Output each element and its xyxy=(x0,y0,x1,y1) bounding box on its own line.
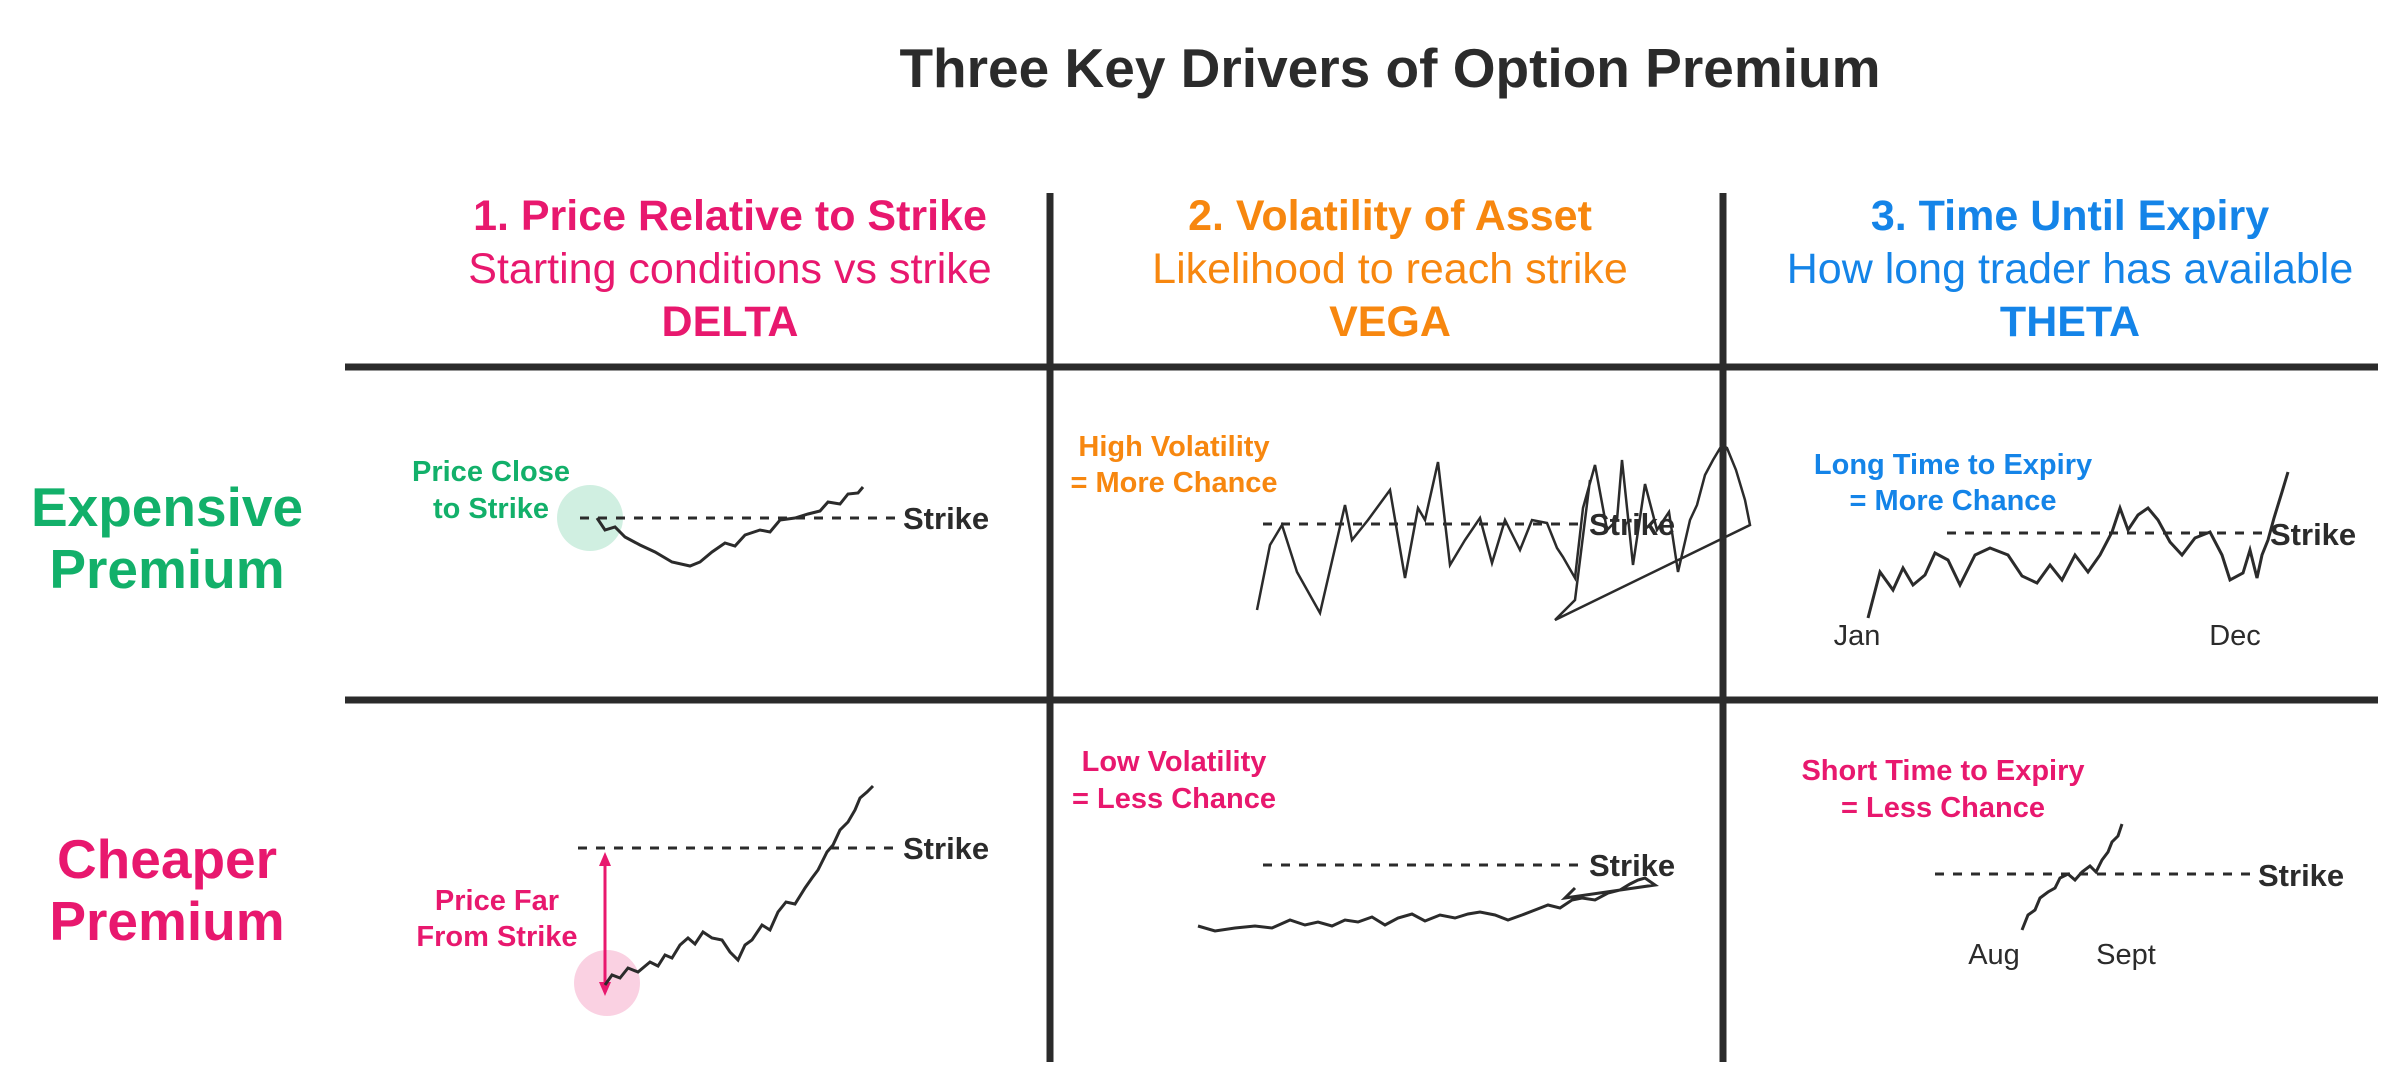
column-subtitle: How long trader has available xyxy=(1786,245,2354,293)
annotation-line: Price Close xyxy=(412,456,570,488)
column-title: 1. Price Relative to Strike xyxy=(473,192,987,240)
page-title: Three Key Drivers of Option Premium xyxy=(899,37,1881,99)
price-line xyxy=(1197,876,1659,933)
strike-label: Strike xyxy=(903,501,989,536)
arrow-head-up xyxy=(599,852,611,866)
cell-vega-cheaper: Low Volatility = Less Chance Strike xyxy=(1072,746,1675,933)
time-start-label: Jan xyxy=(1834,620,1881,652)
row-label-expensive: Expensive Premium xyxy=(12,476,322,600)
annotation-line: Short Time to Expiry xyxy=(1801,755,2084,787)
column-title: 3. Time Until Expiry xyxy=(1870,192,2270,240)
cell-theta-cheaper: Short Time to Expiry = Less Chance Strik… xyxy=(1801,755,2344,971)
annotation-line: to Strike xyxy=(433,493,549,525)
column-greek: VEGA xyxy=(1329,298,1451,346)
column-subtitle: Starting conditions vs strike xyxy=(468,245,992,293)
time-start-label: Aug xyxy=(1968,939,2020,971)
price-line xyxy=(1255,443,1752,622)
time-end-label: Sept xyxy=(2096,939,2156,971)
column-title: 2. Volatility of Asset xyxy=(1188,192,1592,240)
annotation-line: = Less Chance xyxy=(1841,792,2045,824)
strike-label: Strike xyxy=(1589,848,1675,883)
strike-label: Strike xyxy=(1589,507,1675,542)
annotation-line: Price Far xyxy=(435,885,559,917)
strike-label: Strike xyxy=(2270,517,2356,552)
annotation-line: = More Chance xyxy=(1849,485,2056,517)
cell-delta-cheaper: Price Far From Strike Strike xyxy=(416,784,989,1016)
cell-vega-expensive: High Volatility = More Chance Strike xyxy=(1070,431,1752,622)
row-label-line: Premium xyxy=(49,538,285,600)
strike-label: Strike xyxy=(903,831,989,866)
annotation-line: = Less Chance xyxy=(1072,783,1276,815)
row-label-line: Cheaper xyxy=(56,828,278,890)
annotation-line: High Volatility xyxy=(1078,431,1269,463)
price-line xyxy=(603,784,875,986)
time-end-label: Dec xyxy=(2209,620,2261,652)
price-line xyxy=(2020,823,2124,931)
price-line xyxy=(595,486,865,568)
annotation-line: = More Chance xyxy=(1070,467,1277,499)
row-label-cheaper: Cheaper Premium xyxy=(12,828,322,952)
annotation-line: From Strike xyxy=(416,921,577,953)
row-label-line: Premium xyxy=(49,890,285,952)
column-greek: DELTA xyxy=(661,298,799,346)
price-line xyxy=(1866,471,2290,619)
strike-label: Strike xyxy=(2258,858,2344,893)
arrow-head-down xyxy=(599,982,611,996)
column-header-delta: 1. Price Relative to Strike Starting con… xyxy=(430,190,1030,349)
cell-theta-expensive: Long Time to Expiry = More Chance Strike… xyxy=(1814,449,2356,652)
row-label-line: Expensive xyxy=(30,476,304,538)
highlight-circle xyxy=(557,485,623,551)
annotation-line: Long Time to Expiry xyxy=(1814,449,2092,481)
column-subtitle: Likelihood to reach strike xyxy=(1152,245,1628,293)
column-header-theta: 3. Time Until Expiry How long trader has… xyxy=(1745,190,2395,349)
annotation-line: Low Volatility xyxy=(1082,746,1267,778)
column-header-vega: 2. Volatility of Asset Likelihood to rea… xyxy=(1090,190,1690,349)
cell-delta-expensive: Price Close to Strike Strike xyxy=(412,456,989,568)
column-greek: THETA xyxy=(1999,298,2141,346)
